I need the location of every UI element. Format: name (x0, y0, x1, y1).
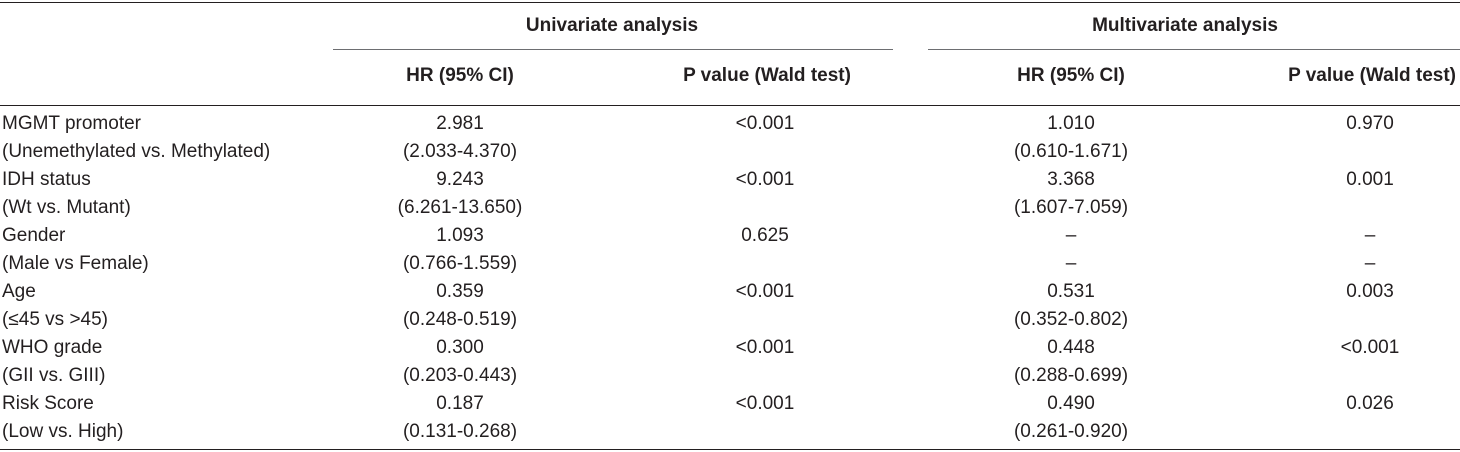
uni-p-value: <0.001 (735, 169, 795, 190)
uni-p-value: <0.001 (735, 281, 795, 302)
uni-hr-value: 1.093 (436, 225, 484, 246)
row-comparison: (≤45 vs >45) (2, 309, 109, 330)
multi-hr-value: 1.010 (1047, 113, 1095, 134)
row-comparison: (Unemethylated vs. Methylated) (2, 141, 271, 162)
multi-hr-header: HR (95% CI) (1017, 65, 1125, 86)
multi-p-value: – (1364, 225, 1376, 246)
row-comparison: (Wt vs. Mutant) (2, 197, 131, 218)
row-comparison: (GII vs. GIII) (2, 365, 106, 386)
multi-ci-value: – (1065, 253, 1077, 274)
row-comparison: (Male vs Female) (2, 253, 149, 274)
uni-p-value: 0.625 (741, 225, 789, 246)
uni-hr-value: 0.300 (436, 337, 484, 358)
univariate-header: Univariate analysis (525, 15, 699, 36)
multi-p-value: 0.001 (1346, 169, 1394, 190)
multi-ci-value: (0.610-1.671) (1013, 141, 1129, 162)
multi-hr-value: 0.531 (1047, 281, 1095, 302)
uni-ci-value: (6.261-13.650) (397, 197, 523, 218)
uni-p-value: <0.001 (735, 113, 795, 134)
multi-p-header: P value (Wald test) (1288, 65, 1456, 86)
multivariate-group-rule (928, 49, 1460, 50)
multi-p-value: 0.026 (1346, 393, 1394, 414)
multivariate-header: Multivariate analysis (1092, 15, 1278, 36)
bottom-rule (0, 449, 1460, 450)
uni-hr-value: 0.187 (436, 393, 484, 414)
row-variable: MGMT promoter (2, 113, 142, 134)
uni-ci-value: (0.131-0.268) (402, 421, 518, 442)
univariate-group-rule (333, 49, 893, 50)
row-variable: Risk Score (2, 393, 94, 414)
row-variable: WHO grade (2, 337, 103, 358)
multi-hr-value: 0.490 (1047, 393, 1095, 414)
row-comparison: (Low vs. High) (2, 421, 124, 442)
uni-ci-value: (2.033-4.370) (402, 141, 518, 162)
multi-hr-value: 3.368 (1047, 169, 1095, 190)
uni-hr-header: HR (95% CI) (406, 65, 514, 86)
header-bottom-rule (0, 105, 1460, 106)
uni-p-value: <0.001 (735, 337, 795, 358)
uni-hr-value: 2.981 (436, 113, 484, 134)
uni-p-header: P value (Wald test) (683, 65, 851, 86)
multi-hr-value: 0.448 (1047, 337, 1095, 358)
multi-p-value-2: – (1364, 253, 1376, 274)
multi-hr-value: – (1065, 225, 1077, 246)
multi-ci-value: (0.261-0.920) (1013, 421, 1129, 442)
uni-hr-value: 0.359 (436, 281, 484, 302)
uni-hr-value: 9.243 (436, 169, 484, 190)
top-rule (0, 2, 1460, 3)
uni-p-value: <0.001 (735, 393, 795, 414)
row-variable: Age (2, 281, 36, 302)
multi-p-value: <0.001 (1340, 337, 1400, 358)
uni-ci-value: (0.766-1.559) (402, 253, 518, 274)
row-variable: Gender (2, 225, 66, 246)
multi-p-value: 0.003 (1346, 281, 1394, 302)
multi-ci-value: (1.607-7.059) (1013, 197, 1129, 218)
multi-ci-value: (0.352-0.802) (1013, 309, 1129, 330)
multi-p-value: 0.970 (1346, 113, 1394, 134)
multi-ci-value: (0.288-0.699) (1013, 365, 1129, 386)
row-variable: IDH status (2, 169, 91, 190)
uni-ci-value: (0.248-0.519) (402, 309, 518, 330)
uni-ci-value: (0.203-0.443) (402, 365, 518, 386)
